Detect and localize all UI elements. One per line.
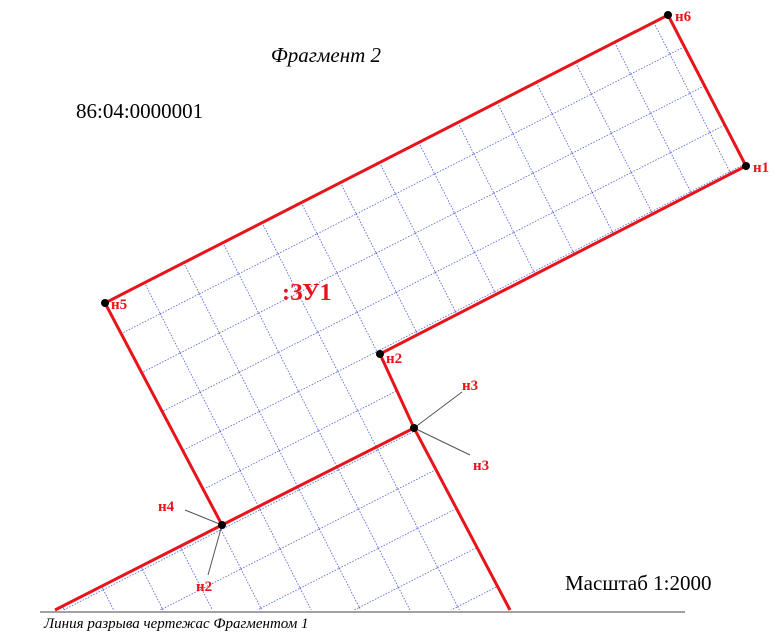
point-label: н5 bbox=[111, 297, 127, 313]
scale: Масштаб 1:2000 bbox=[565, 571, 712, 595]
break-line-caption: Линия разрыва чертежас Фрагментом 1 bbox=[43, 616, 309, 632]
point-label: н2 bbox=[196, 579, 212, 595]
vertices bbox=[101, 11, 750, 529]
point-label: н4 bbox=[158, 499, 175, 515]
leaders bbox=[184, 391, 471, 576]
point-label: н6 bbox=[675, 9, 692, 25]
parcel-label: :ЗУ1 bbox=[282, 280, 332, 306]
hatching bbox=[55, 15, 746, 610]
point-label: н2 bbox=[386, 351, 402, 367]
point-label: н3 bbox=[473, 458, 489, 474]
point-label: н1 bbox=[753, 160, 769, 176]
quarter-number: 86:04:0000001 bbox=[76, 99, 203, 123]
title: Фрагмент 2 bbox=[271, 43, 382, 67]
point-label: н3 bbox=[462, 378, 478, 394]
